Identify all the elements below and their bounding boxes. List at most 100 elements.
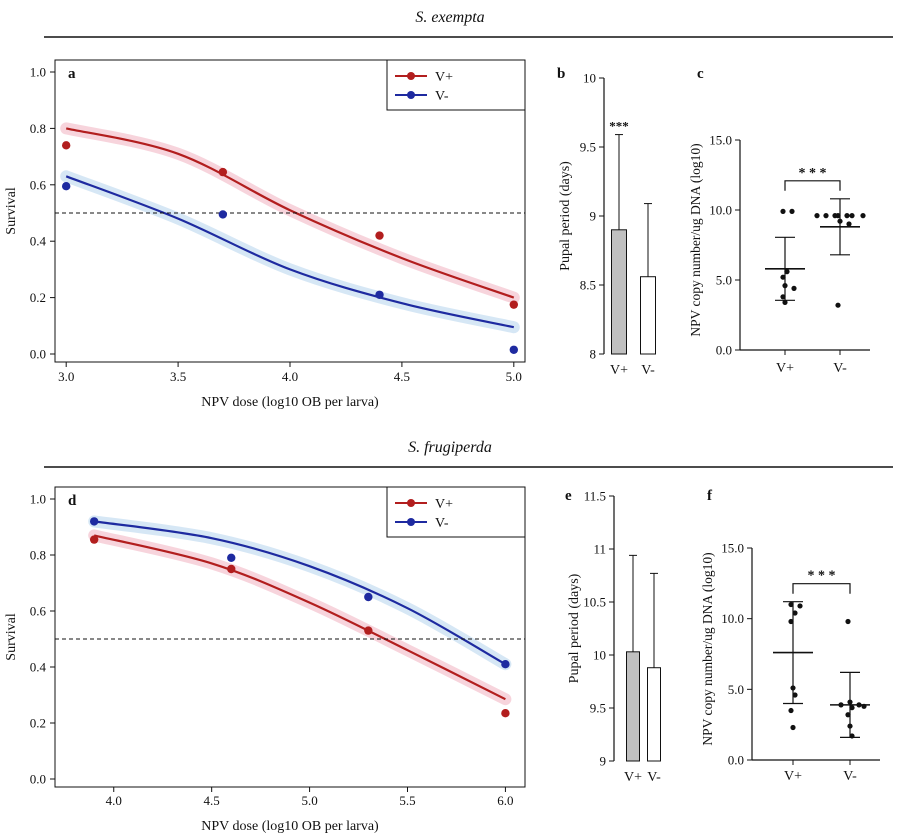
data-point-v-minus xyxy=(823,213,829,219)
bar-v-plus xyxy=(626,651,640,762)
significance-marker: * * * xyxy=(799,166,827,181)
y-tick-label: 10.0 xyxy=(721,611,744,626)
fit-line-v-plus xyxy=(65,127,515,299)
legend-label-v-plus: V+ xyxy=(435,70,453,85)
panel-label: c xyxy=(697,66,704,82)
bar-v-minus xyxy=(647,667,661,762)
data-point-v-minus xyxy=(849,705,855,711)
survival-chart-d: 0.0 0.2 0.4 0.6 0.8 1.0 4.0 4.5 5.0 5.5 6.0 d NPV do… xyxy=(4,486,526,834)
y-tick-label: 10.5 xyxy=(583,595,606,610)
data-point-v-plus xyxy=(780,274,786,280)
fit-line-v-minus xyxy=(94,520,506,666)
data-point-v-plus xyxy=(790,724,796,731)
y-tick-label: 0.0 xyxy=(30,347,46,362)
y-tick-label: 0.0 xyxy=(728,753,744,768)
significance-bracket xyxy=(784,180,841,191)
x-category-label: V- xyxy=(647,770,661,785)
x-tick-label: 4.5 xyxy=(204,793,220,808)
x-tick-label: 5.0 xyxy=(506,369,522,384)
data-point-v-minus xyxy=(218,210,228,219)
y-tick-label: 0.8 xyxy=(30,121,46,136)
data-point-v-minus xyxy=(860,213,866,219)
x-tick-label: 3.5 xyxy=(170,369,186,384)
y-tick-label: 11.5 xyxy=(584,489,606,504)
data-point-v-plus xyxy=(780,294,786,300)
data-point-v-plus xyxy=(782,283,788,289)
y-tick-label: 9 xyxy=(600,754,607,769)
y-tick-label: 9.5 xyxy=(580,140,596,155)
data-point-v-minus xyxy=(844,213,850,219)
data-point-v-minus xyxy=(61,182,71,191)
y-tick-label: 0.8 xyxy=(30,548,46,563)
y-tick-label: 1.0 xyxy=(30,65,46,80)
x-category-label: V+ xyxy=(610,363,628,378)
data-point-v-plus xyxy=(364,626,373,635)
y-tick-label: 5.0 xyxy=(728,682,744,697)
data-point-v-plus xyxy=(790,685,796,691)
data-point-v-plus xyxy=(797,603,803,609)
data-point-v-plus xyxy=(792,610,798,616)
data-point-v-plus xyxy=(788,707,794,714)
data-point-v-plus xyxy=(509,300,519,309)
x-tick-label: 4.5 xyxy=(394,369,410,384)
fit-line-v-plus xyxy=(93,534,506,701)
data-point-v-plus xyxy=(792,692,798,698)
significance-marker: *** xyxy=(609,119,629,134)
y-tick-label: 1.0 xyxy=(30,492,46,507)
data-point-v-minus xyxy=(846,221,852,227)
y-axis-label: Pupal period (days) xyxy=(558,161,573,271)
y-tick-label: 8.5 xyxy=(580,278,596,293)
data-point-v-minus xyxy=(89,517,99,526)
survival-chart-a: 0.0 0.2 0.4 0.6 0.8 1.0 3.0 3.5 4.0 4.5 5.0 a NPV do… xyxy=(4,59,526,410)
data-point-v-minus xyxy=(509,345,519,354)
data-point-v-minus xyxy=(375,290,384,299)
y-tick-label: 11 xyxy=(593,542,606,557)
x-category-label: V- xyxy=(641,363,655,378)
y-tick-label: 0.0 xyxy=(716,343,732,358)
x-tick-label: 6.0 xyxy=(497,793,513,808)
y-tick-label: 10 xyxy=(583,71,596,86)
data-point-v-plus xyxy=(788,601,794,608)
y-tick-label: 0.4 xyxy=(30,660,47,675)
data-point-v-minus xyxy=(861,703,867,709)
data-point-v-minus xyxy=(501,660,510,669)
panel-label: e xyxy=(565,488,572,504)
x-tick-label: 4.0 xyxy=(106,793,122,808)
y-tick-label: 0.6 xyxy=(30,604,47,619)
data-point-v-minus xyxy=(849,733,855,739)
legend-label-v-minus: V- xyxy=(435,89,449,104)
legend-label-v-plus: V+ xyxy=(435,497,453,512)
y-tick-label: 15.0 xyxy=(709,133,732,148)
data-point-v-plus xyxy=(784,269,790,275)
data-point-v-plus xyxy=(218,167,228,177)
panel-label: b xyxy=(557,66,565,82)
data-point-v-minus xyxy=(845,618,851,625)
x-tick-label: 3.0 xyxy=(58,369,74,384)
bar-v-plus xyxy=(611,229,627,355)
data-point-v-plus xyxy=(375,231,384,240)
data-point-v-minus xyxy=(835,302,841,308)
y-axis-label: NPV copy number/ug DNA (log10) xyxy=(700,552,715,745)
x-axis-label: NPV dose (log10 OB per larva) xyxy=(201,819,379,834)
data-point-v-minus xyxy=(847,723,853,729)
panel-label: a xyxy=(68,66,76,82)
data-point-v-plus xyxy=(89,535,99,544)
pupal-period-chart-e: 9 9.5 10 10.5 11 11.5 V+ V-e Pupal period (days) xyxy=(565,488,661,785)
data-point-v-minus xyxy=(849,213,855,219)
x-category-label: V+ xyxy=(784,769,802,784)
y-tick-label: 10.0 xyxy=(709,203,732,218)
y-tick-label: 0.2 xyxy=(30,716,46,731)
legend-marker-v-plus xyxy=(407,499,415,507)
data-point-v-plus xyxy=(780,208,786,214)
bar-v-minus xyxy=(640,276,656,355)
y-tick-label: 0.2 xyxy=(30,290,46,305)
x-tick-label: 5.5 xyxy=(399,793,415,808)
y-axis-label: NPV copy number/ug DNA (log10) xyxy=(688,143,703,336)
copy-number-chart-f: 0.0 5.0 10.0 15.0 V+ V- * * * f NPV copy number/… xyxy=(700,488,880,784)
x-tick-label: 5.0 xyxy=(301,793,317,808)
panel-label: d xyxy=(68,493,77,509)
x-category-label: V- xyxy=(833,361,847,376)
y-tick-label: 0.6 xyxy=(30,177,47,192)
data-point-v-plus xyxy=(501,709,510,718)
data-point-v-minus xyxy=(832,213,838,219)
